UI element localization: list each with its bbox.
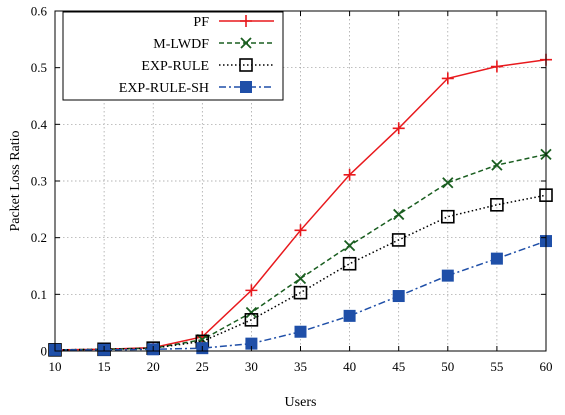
y-tick-label: 0.1 [31, 287, 47, 302]
x-tick-label: 55 [490, 359, 503, 374]
x-tick-label: 35 [294, 359, 307, 374]
y-tick-label: 0.6 [31, 4, 48, 19]
legend-marker-exp-rule [239, 58, 253, 72]
data-point-pf [245, 284, 258, 297]
y-tick-label: 0.2 [31, 230, 47, 245]
data-point-exp-rule [293, 285, 308, 300]
data-point-exp-rule-sh [490, 252, 503, 265]
series-line-exp-rule-sh [55, 240, 547, 351]
data-point-exp-rule [391, 233, 406, 247]
y-tick-label: 0.3 [31, 174, 47, 189]
data-point-exp-rule [244, 313, 259, 327]
x-tick-label: 40 [343, 359, 356, 374]
legend-label-exp-rule: EXP-RULE [141, 59, 209, 74]
data-point-pf [392, 122, 405, 135]
axis-ticks: 10 15 20 25 30 35 40 45 50 55 60 0 0.1 0.2 0.3 0.4 0.5 0.… [31, 4, 553, 375]
x-tick-label: 50 [441, 359, 454, 374]
x-axis-label: Users [285, 395, 317, 410]
data-point-exp-rule-sh [294, 325, 307, 338]
data-point-exp-rule [342, 256, 357, 271]
legend-marker-pf [240, 15, 252, 27]
x-tick-label: 15 [98, 359, 111, 374]
data-point-m-lwdf [491, 159, 503, 171]
y-tick-label: 0.5 [31, 60, 47, 75]
y-tick-label: 0.4 [31, 117, 48, 132]
data-point-pf [490, 60, 503, 73]
data-point-exp-rule [490, 198, 504, 212]
legend-label-exp-rule-sh: EXP-RULE-SH [119, 81, 209, 96]
data-point-pf [294, 224, 307, 237]
data-point-exp-rule-sh [343, 309, 356, 322]
x-tick-label: 45 [392, 359, 405, 374]
x-tick-label: 20 [147, 359, 160, 374]
y-tick-label: 0 [41, 344, 48, 359]
data-point-pf [441, 72, 454, 85]
data-point-m-lwdf [343, 239, 356, 252]
y-axis-label: Packet Loss Ratio [8, 130, 23, 231]
x-tick-label: 30 [245, 359, 258, 374]
legend: PF M-LWDF EXP-RULE EXP-RULE-SH [62, 11, 284, 101]
data-point-m-lwdf [245, 306, 258, 319]
series-line-m-lwdf [54, 153, 547, 351]
legend-marker-m-lwdf [240, 37, 252, 49]
legend-label-pf: PF [193, 15, 209, 30]
data-point-exp-rule [440, 209, 455, 224]
x-tick-label: 10 [49, 359, 62, 374]
data-point-exp-rule-sh [392, 290, 405, 303]
legend-marker-exp-rule-sh [240, 81, 252, 93]
series-line-exp-rule [54, 194, 547, 351]
data-point-exp-rule-sh [441, 269, 454, 282]
data-point-m-lwdf [393, 208, 405, 221]
data-point-pf [343, 168, 356, 181]
data-point-m-lwdf [294, 272, 307, 285]
data-point-m-lwdf [442, 177, 454, 189]
x-tick-label: 60 [540, 359, 553, 374]
legend-label-m-lwdf: M-LWDF [153, 37, 209, 52]
x-tick-label: 25 [196, 359, 209, 374]
